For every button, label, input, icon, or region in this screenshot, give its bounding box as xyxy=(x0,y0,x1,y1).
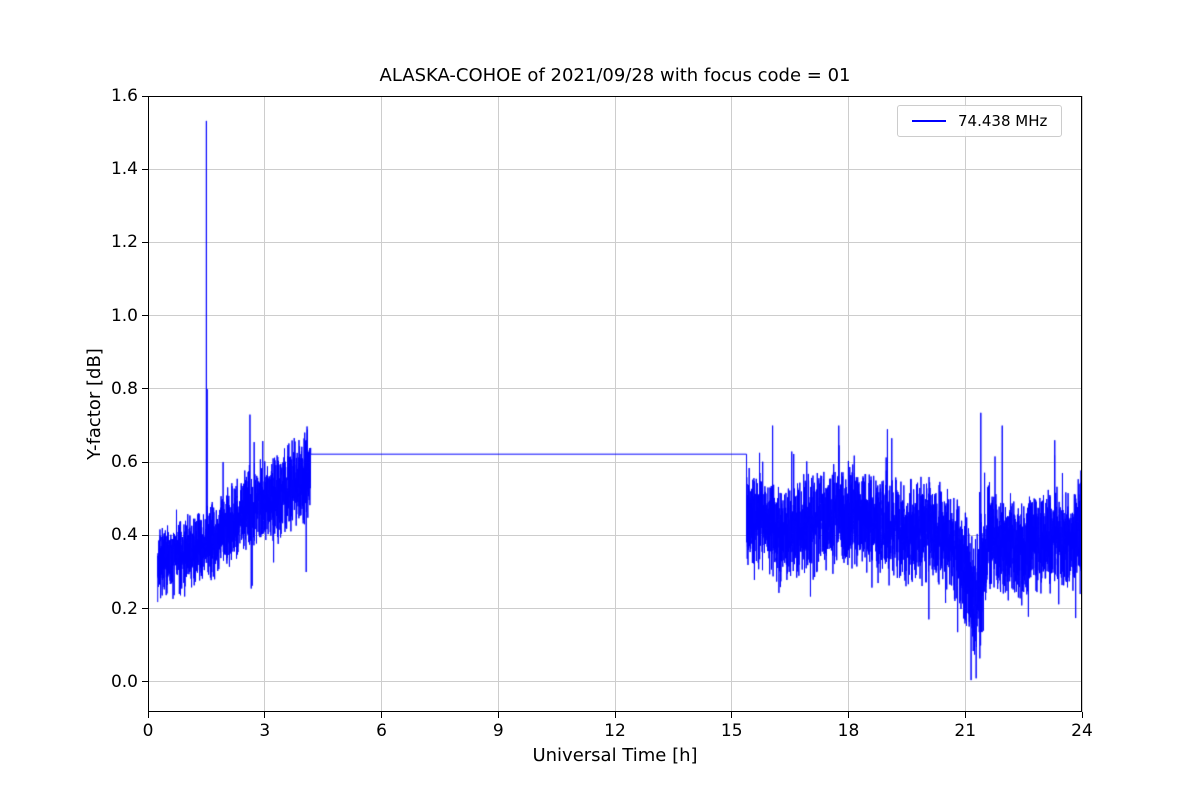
y-tick-mark xyxy=(142,241,148,243)
plot-data-canvas xyxy=(148,96,1082,712)
x-tick-label: 24 xyxy=(1071,721,1093,741)
x-tick-mark xyxy=(964,712,966,718)
x-tick-label: 12 xyxy=(604,721,626,741)
legend-line-sample xyxy=(912,120,946,122)
y-axis-label: Y-factor [dB] xyxy=(84,348,105,460)
y-tick-label: 0.2 xyxy=(110,598,138,619)
y-tick-label: 0.0 xyxy=(110,671,138,692)
x-tick-label: 21 xyxy=(954,721,977,741)
x-tick-mark xyxy=(731,712,733,718)
x-tick-mark xyxy=(147,712,149,718)
x-axis-label: Universal Time [h] xyxy=(532,745,698,766)
y-tick-label: 1.6 xyxy=(110,86,138,106)
x-tick-label: 9 xyxy=(492,721,504,741)
y-tick-label: 1.2 xyxy=(110,232,138,253)
chart-title: ALASKA-COHOE of 2021/09/28 with focus co… xyxy=(379,65,851,86)
y-tick-mark xyxy=(142,681,148,683)
x-tick-mark xyxy=(1081,712,1083,718)
x-tick-mark xyxy=(848,712,849,718)
y-tick-mark xyxy=(142,608,148,610)
x-tick-mark xyxy=(264,712,266,718)
legend: 74.438 MHz xyxy=(897,105,1063,137)
x-tick-label: 3 xyxy=(259,721,271,741)
y-tick-mark xyxy=(142,315,148,317)
y-tick-mark xyxy=(142,168,148,170)
x-tick-label: 6 xyxy=(376,721,387,741)
y-tick-mark xyxy=(142,95,148,97)
y-tick-label: 0.4 xyxy=(110,525,138,546)
y-tick-label: 0.8 xyxy=(110,378,138,399)
y-tick-label: 1.4 xyxy=(110,159,138,180)
x-tick-label: 15 xyxy=(720,721,743,741)
y-tick-mark xyxy=(142,534,148,536)
x-tick-label: 18 xyxy=(837,721,860,741)
x-tick-mark xyxy=(381,712,382,718)
x-tick-label: 0 xyxy=(142,721,154,741)
y-tick-mark xyxy=(142,388,148,390)
x-tick-mark xyxy=(614,712,616,718)
y-tick-label: 0.6 xyxy=(110,452,138,473)
y-tick-mark xyxy=(142,461,148,463)
x-tick-mark xyxy=(497,712,499,718)
y-tick-label: 1.0 xyxy=(110,305,138,326)
legend-label: 74.438 MHz xyxy=(958,112,1048,130)
grid-line-vertical xyxy=(1081,96,1083,712)
